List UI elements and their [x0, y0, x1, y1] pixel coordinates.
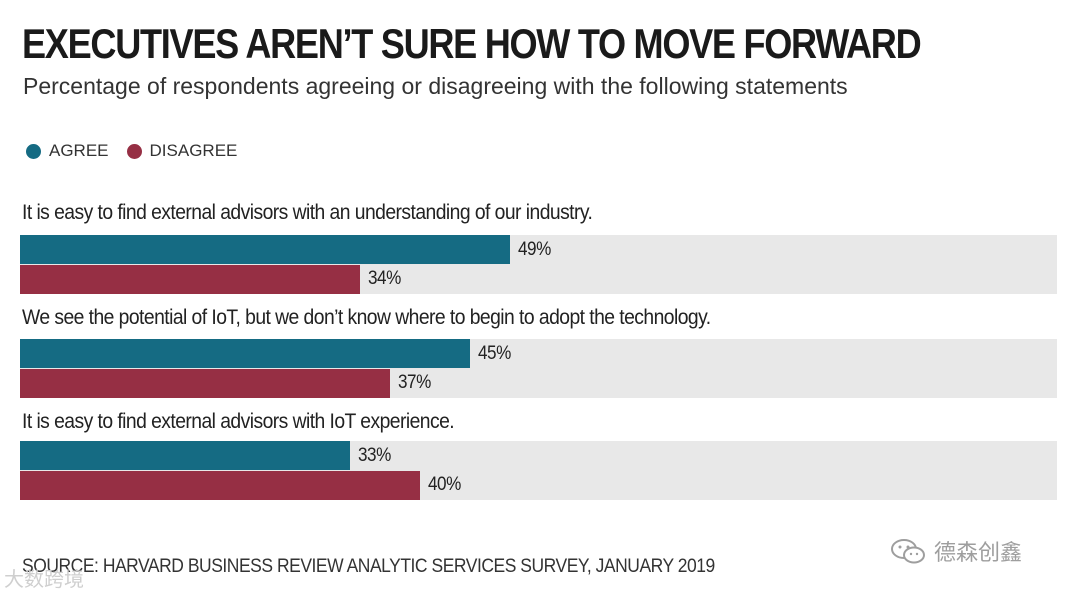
bar-label-agree-3: 33%	[358, 445, 391, 466]
watermark-left-text: 大数跨境	[4, 567, 84, 591]
bar-label-disagree-3: 40%	[428, 474, 461, 495]
watermark-right: 德森创鑫	[890, 535, 1022, 567]
bar-label-agree-2: 45%	[478, 343, 511, 364]
legend: AGREE DISAGREE	[26, 141, 249, 161]
source-note: SOURCE: HARVARD BUSINESS REVIEW ANALYTIC…	[22, 556, 715, 577]
bar-track-3: 33% 40%	[20, 441, 1057, 500]
legend-label-disagree: DISAGREE	[149, 141, 238, 160]
bar-disagree-1	[20, 265, 360, 294]
legend-dot-agree	[26, 143, 41, 159]
wechat-icon	[891, 539, 925, 564]
legend-item-agree: AGREE	[26, 141, 109, 161]
chart-subtitle: Percentage of respondents agreeing or di…	[23, 73, 848, 99]
bar-label-agree-1: 49%	[518, 239, 551, 260]
question-2: We see the potential of IoT, but we don’…	[22, 306, 711, 329]
watermark-left: 大数跨境	[4, 563, 84, 592]
bar-agree-3	[20, 441, 350, 470]
legend-dot-disagree	[126, 143, 142, 159]
bar-agree-2	[20, 339, 470, 368]
bar-track-1: 49% 34%	[20, 235, 1057, 294]
bar-track-2: 45% 37%	[20, 339, 1057, 398]
watermark-right-text: 德森创鑫	[934, 541, 1023, 566]
bar-disagree-3	[20, 471, 420, 500]
legend-item-disagree: DISAGREE	[126, 141, 238, 161]
bar-label-disagree-1: 34%	[368, 268, 401, 289]
bar-label-disagree-2: 37%	[398, 372, 431, 393]
bar-agree-1	[20, 235, 510, 264]
question-1: It is easy to find external advisors wit…	[22, 201, 593, 224]
question-3: It is easy to find external advisors wit…	[22, 410, 455, 433]
bar-disagree-2	[20, 369, 390, 398]
chart-title: EXECUTIVES AREN’T SURE HOW TO MOVE FORWA…	[22, 20, 922, 67]
legend-label-agree: AGREE	[49, 141, 109, 160]
